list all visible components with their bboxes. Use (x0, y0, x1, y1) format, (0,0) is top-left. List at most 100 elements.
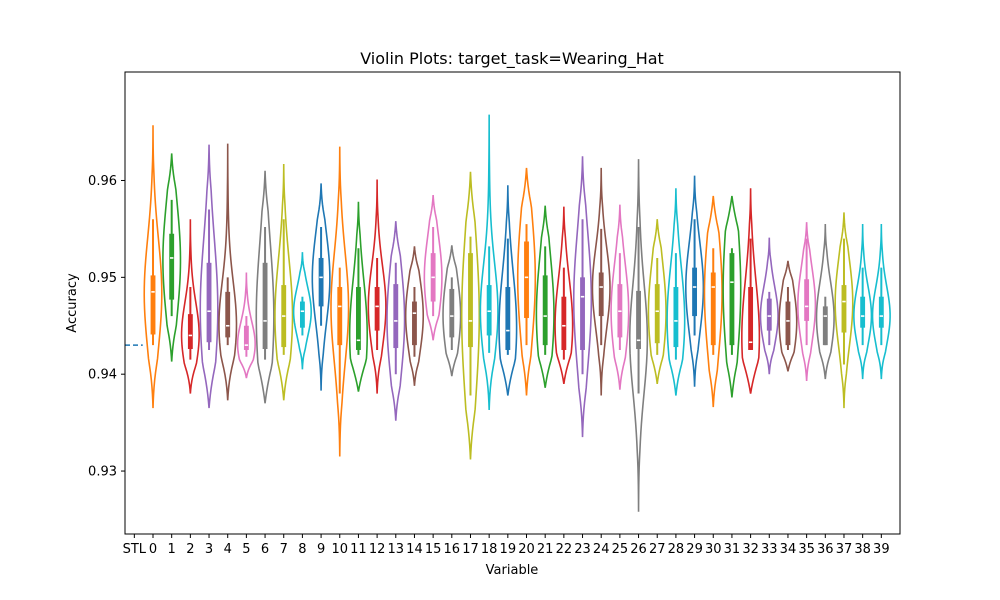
violin-0 (143, 125, 163, 409)
x-tick-label: 3 (205, 542, 213, 557)
violin-29 (684, 175, 705, 387)
x-tick-label: 30 (705, 542, 722, 557)
violin-box (785, 301, 791, 346)
violin-17 (460, 171, 481, 460)
x-tick-label: 5 (242, 542, 250, 557)
violin-37 (834, 212, 854, 409)
violin-outline (162, 153, 182, 362)
violin-26 (628, 159, 649, 512)
violin-outline (628, 159, 649, 512)
y-axis: 0.93 0.94 0.95 0.96 (88, 174, 125, 480)
violin-box (374, 287, 380, 331)
x-tick-label: 39 (873, 542, 890, 557)
x-tick-label: 26 (630, 542, 647, 557)
violin-9 (311, 183, 331, 391)
violin-box (318, 257, 324, 307)
x-tick-label: 27 (649, 542, 666, 557)
x-tick-label: 19 (500, 542, 517, 557)
violin-box (150, 275, 156, 335)
axes-frame (124, 71, 901, 535)
violin-box (524, 241, 529, 319)
violin-14 (404, 246, 425, 386)
violin-8 (292, 252, 312, 370)
violin-box (673, 287, 679, 348)
violin-15 (423, 194, 443, 341)
violin-1 (162, 153, 182, 362)
x-tick-label: 2 (186, 542, 194, 557)
y-tick-label: 0.94 (88, 368, 117, 383)
violin-27 (647, 219, 667, 384)
x-tick-label: 18 (481, 542, 498, 557)
violin-outline (423, 194, 443, 341)
violin-16 (442, 245, 462, 377)
violin-12 (367, 179, 387, 394)
x-tick-label: 14 (406, 542, 423, 557)
violin-outline (741, 188, 761, 394)
violin-box (505, 287, 511, 350)
violin-box (542, 275, 548, 346)
violin-box (299, 301, 305, 328)
violin-23 (572, 156, 593, 438)
violin-3 (199, 144, 219, 409)
violin-outline (367, 179, 387, 394)
violin-outline (591, 167, 611, 396)
violin-outline (834, 212, 854, 409)
x-tick-label: 31 (724, 542, 741, 557)
y-tick-label: 0.93 (88, 465, 117, 480)
violin-outline (274, 164, 294, 401)
x-tick-label: 38 (854, 542, 871, 557)
y-axis-label: Accuracy (65, 273, 80, 333)
violin-outline (871, 224, 891, 380)
violin-box (187, 314, 193, 350)
violin-outline (535, 205, 555, 388)
x-tick-label: 34 (780, 542, 797, 557)
violin-5 (236, 272, 256, 379)
violin-box (636, 290, 641, 350)
violin-outline (218, 143, 238, 401)
violin-33 (759, 237, 779, 375)
violin-35 (797, 222, 817, 382)
violin-box (692, 267, 698, 317)
x-tick-label: 25 (612, 542, 629, 557)
violin-19 (498, 185, 518, 396)
violin-box (206, 262, 212, 343)
violin-box (729, 253, 735, 346)
violin-box (486, 285, 492, 336)
x-tick-label: 29 (686, 542, 703, 557)
x-tick-label: 33 (761, 542, 778, 557)
y-tick-label: 0.96 (88, 174, 117, 189)
violin-outline (143, 125, 163, 409)
violin-outline (460, 171, 481, 460)
x-tick-label: 16 (444, 542, 461, 557)
violin-box (748, 287, 754, 350)
violin-outline (722, 195, 742, 398)
violin-box (468, 253, 473, 348)
violin-box (393, 284, 399, 349)
violin-outline (684, 175, 705, 387)
x-tick-label: 8 (298, 542, 306, 557)
violin-38 (853, 224, 873, 380)
violin-box (169, 233, 175, 300)
violin-outline (386, 221, 406, 421)
violin-30 (703, 195, 723, 408)
violin-box (580, 277, 585, 350)
violin-31 (722, 195, 742, 398)
violin-box (262, 262, 268, 350)
violin-outline (236, 272, 256, 379)
x-tick-label: 28 (668, 542, 685, 557)
violin-box (804, 279, 810, 321)
x-tick-label: 7 (280, 542, 288, 557)
violin-box (841, 285, 847, 333)
violin-outline (330, 146, 350, 457)
violin-outline (610, 204, 630, 390)
violin-21 (535, 205, 555, 388)
x-tick-label: 15 (425, 542, 442, 557)
x-tick-label: 17 (462, 542, 479, 557)
violin-outline (778, 260, 798, 372)
violin-box (412, 301, 417, 346)
x-axis-label: Variable (486, 563, 539, 578)
violin-outline (554, 206, 574, 384)
violin-4 (218, 143, 238, 401)
violin-13 (386, 221, 406, 421)
